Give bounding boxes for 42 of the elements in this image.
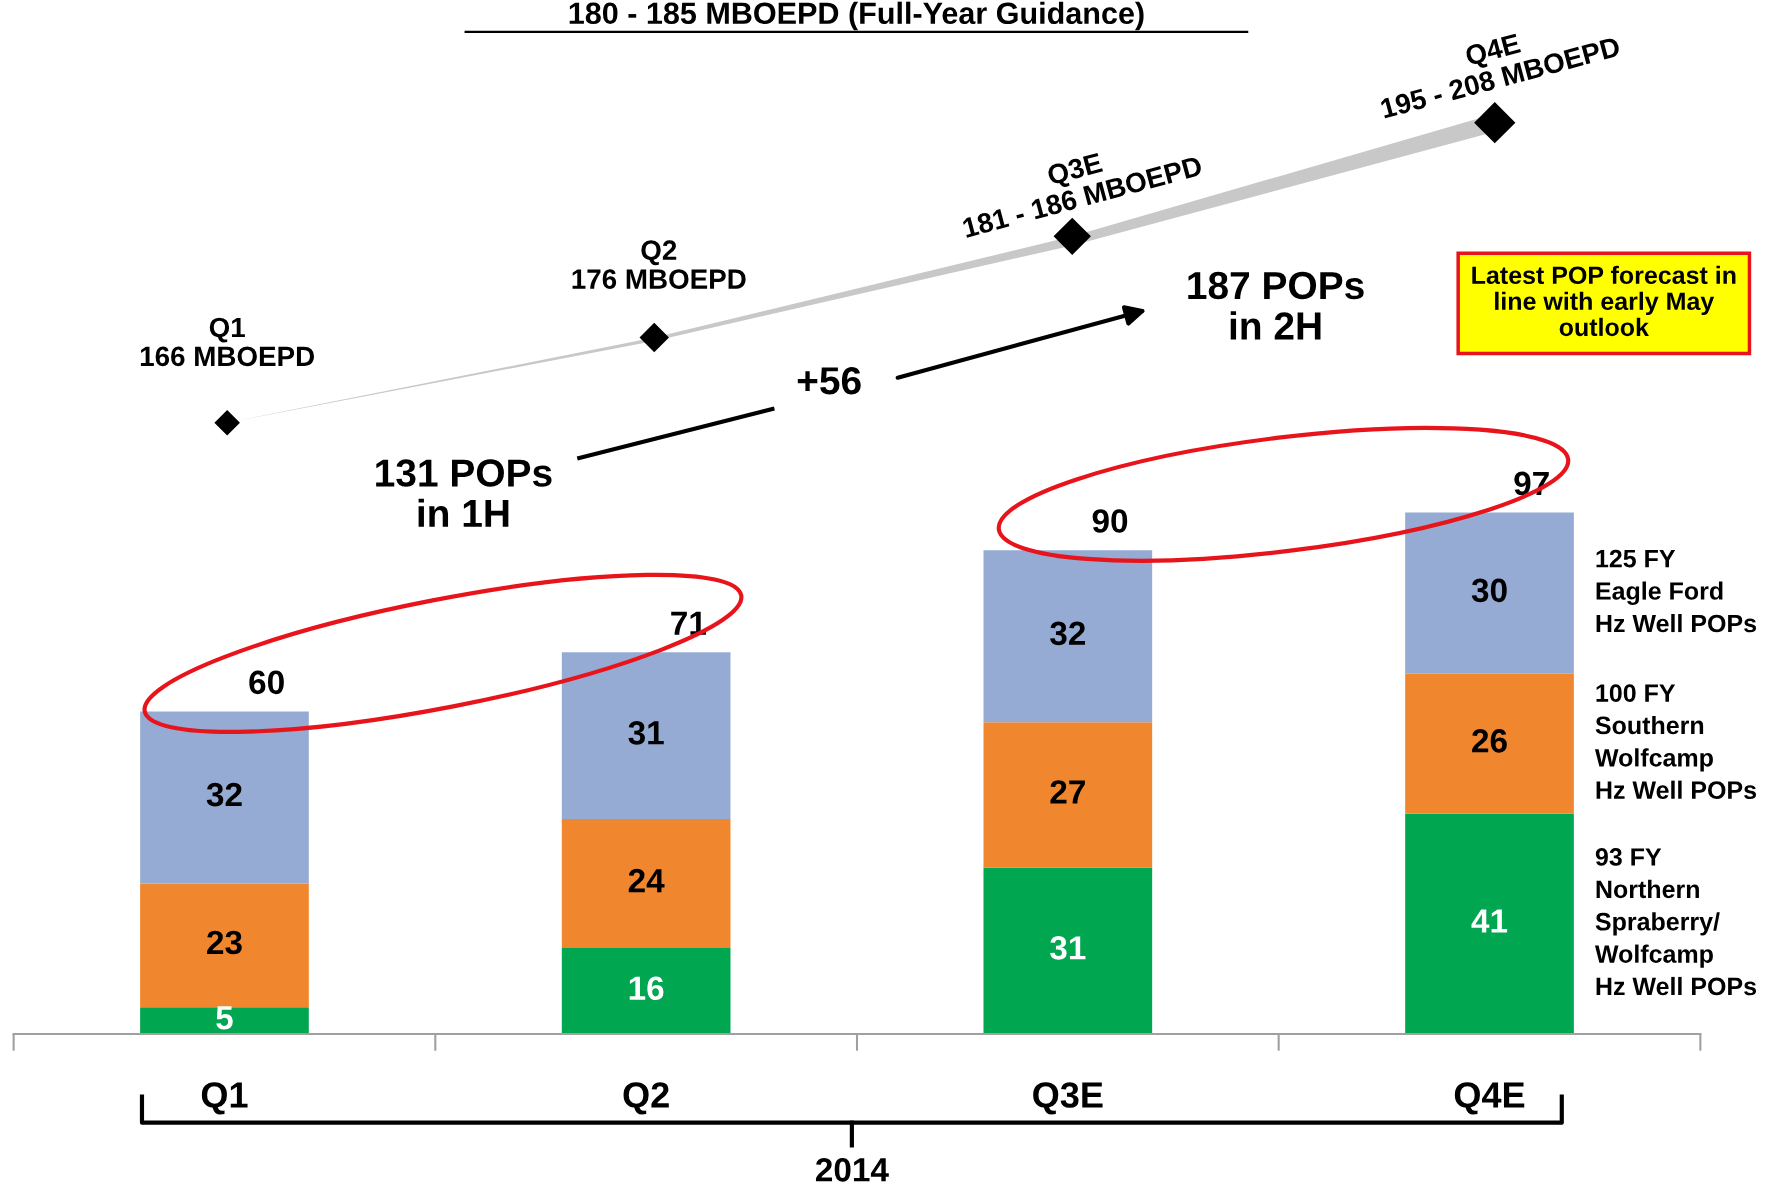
bar xyxy=(140,1007,309,1035)
series-label: 125 FY Eagle Ford Hz Well POPs xyxy=(1596,549,1757,633)
bar xyxy=(983,550,1153,723)
text: +56 xyxy=(797,366,861,395)
text: Q1 166 MBOEPD xyxy=(140,317,314,367)
data-label: 41 xyxy=(1471,909,1508,933)
bar xyxy=(1405,673,1574,814)
chart-title: 180 - 185 MBOEPD (Full-Year Guidance) xyxy=(569,1,1144,31)
text: Latest POP forecast in line with early May outlook xyxy=(1472,265,1736,337)
data-label: 24 xyxy=(628,868,665,893)
text: 2014 xyxy=(815,1158,889,1182)
data-label: 27 xyxy=(1050,780,1085,804)
bar xyxy=(140,711,309,884)
series-label: 93 FY Northern Spraberry/ Wolfcamp Hz Well POPs xyxy=(1594,848,1757,996)
data-label: 23 xyxy=(207,930,242,955)
data-label: 31 xyxy=(628,721,664,745)
data-label: 32 xyxy=(1050,621,1086,646)
data-label: 30 xyxy=(1471,578,1507,603)
bar xyxy=(561,948,731,1035)
data-label: 26 xyxy=(1472,729,1507,753)
bar xyxy=(1405,512,1574,674)
data-label: 31 xyxy=(1050,936,1086,960)
x-tick-label: Q3E xyxy=(1033,1082,1103,1115)
total-label: 60 xyxy=(249,670,284,695)
bar xyxy=(1405,813,1574,1035)
bar xyxy=(983,722,1153,868)
annotation: 131 POPs in 1H xyxy=(376,459,552,527)
data-label: 5 xyxy=(216,1006,233,1030)
text: 187 POPs in 2H xyxy=(1188,271,1364,340)
x-tick-label: Q1 xyxy=(201,1082,248,1115)
data-label: 16 xyxy=(629,976,664,1000)
bar xyxy=(561,819,731,949)
bar xyxy=(983,867,1153,1035)
bar xyxy=(561,652,731,819)
text: Q3E 181 - 186 MBOEPD xyxy=(962,152,1203,238)
x-tick-label: Q4E xyxy=(1454,1082,1525,1115)
x-tick-label: Q2 xyxy=(623,1082,669,1115)
text: Q2 176 MBOEPD xyxy=(572,240,746,289)
bar xyxy=(140,883,309,1008)
total-label: 90 xyxy=(1092,509,1128,533)
data-label: 32 xyxy=(206,782,242,807)
series-label: 100 FY Southern Wolfcamp Hz Well POPs xyxy=(1594,684,1757,799)
